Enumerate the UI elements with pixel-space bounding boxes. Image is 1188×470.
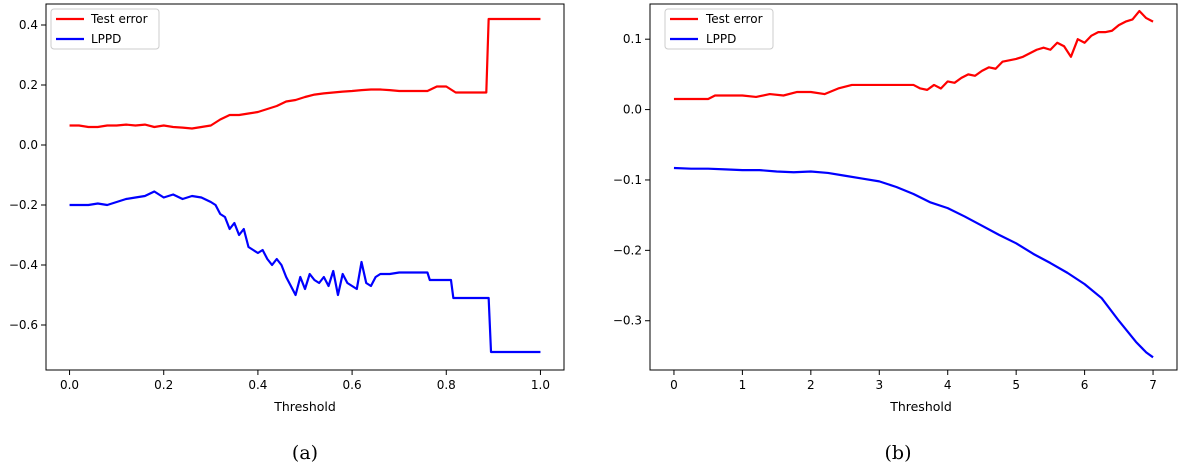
series-line-test-error-a xyxy=(69,17,541,130)
y-tick-label-a: 0.0 xyxy=(19,138,38,152)
tick-group-a: 0.0 0.2 0.4 0.6 0.8 1.0 −0.6 −0.4 −0.2 0.0 0.2 0.4 xyxy=(9,18,550,392)
plot-area-b xyxy=(649,3,1178,371)
series-group-a xyxy=(69,17,541,354)
x-tick-label-b: 7 xyxy=(1149,378,1157,392)
x-tick-label-a: 0.0 xyxy=(60,378,79,392)
x-tick-label-b: 5 xyxy=(1012,378,1020,392)
x-tick-label-a: 0.4 xyxy=(248,378,267,392)
tick-group-b: 0 1 2 3 4 5 6 7 −0.3 −0.2 −0.1 0.0 0.1 xyxy=(613,32,1157,392)
x-tick-label-a: 1.0 xyxy=(531,378,550,392)
x-tick-label-a: 0.8 xyxy=(437,378,456,392)
caption-a: (a) xyxy=(292,442,318,464)
x-tick-label-a: 0.2 xyxy=(154,378,173,392)
x-tick-label-b: 6 xyxy=(1081,378,1089,392)
caption-b: (b) xyxy=(885,442,912,464)
panel-a: 0.0 0.2 0.4 0.6 0.8 1.0−0.6−0.4−0.20.00.20.4 … xyxy=(9,3,565,464)
y-tick-label-a: −0.4 xyxy=(9,258,38,272)
y-tick-label-a: −0.6 xyxy=(9,318,38,332)
series-line-lppd-a xyxy=(69,190,541,354)
x-tick-label-b: 3 xyxy=(875,378,883,392)
x-tick-label-b: 4 xyxy=(944,378,952,392)
legend-label-test-error-b: Test error xyxy=(705,12,763,26)
series-line-test-error-b xyxy=(673,9,1154,101)
y-tick-label-b: −0.3 xyxy=(613,314,642,328)
y-tick-label-b: 0.1 xyxy=(623,32,642,46)
panel-b: 0 1 2 3 4 5 6 7 −0.3 −0.2 −0.1 0.0 0.1 Test error LP… xyxy=(613,3,1178,464)
y-tick-label-b: −0.2 xyxy=(613,243,642,257)
y-tick-label-a: 0.2 xyxy=(19,78,38,92)
x-axis-label-b: Threshold xyxy=(889,399,952,414)
legend-label-test-error-a: Test error xyxy=(90,12,148,26)
y-tick-label-b: 0.0 xyxy=(623,103,642,117)
legend-label-lppd-b: LPPD xyxy=(706,32,736,46)
x-axis-label-a: Threshold xyxy=(273,399,336,414)
y-tick-label-b: −0.1 xyxy=(613,173,642,187)
legend-b: Test error LPPD xyxy=(664,8,774,50)
series-group-b xyxy=(673,9,1154,359)
plot-area-a xyxy=(45,3,565,371)
x-tick-label-b: 0 xyxy=(670,378,678,392)
series-line-lppd-b xyxy=(673,166,1154,359)
x-tick-label-a: 0.6 xyxy=(343,378,362,392)
legend-label-lppd-a: LPPD xyxy=(91,32,121,46)
y-tick-label-a: 0.4 xyxy=(19,18,38,32)
legend-a: Test error LPPD xyxy=(50,8,160,50)
y-tick-label-a: −0.2 xyxy=(9,198,38,212)
x-tick-label-b: 1 xyxy=(739,378,747,392)
x-tick-label-b: 2 xyxy=(807,378,815,392)
